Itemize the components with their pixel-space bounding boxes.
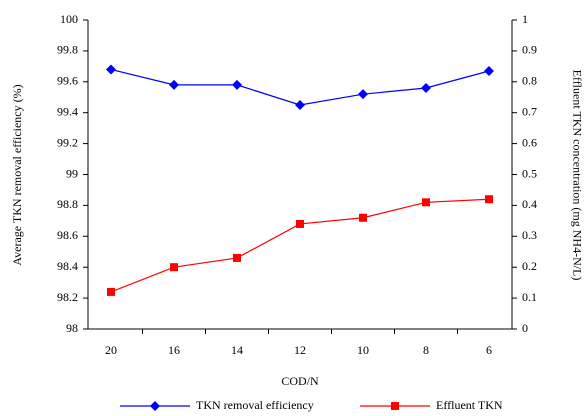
point — [295, 99, 305, 110]
point — [359, 213, 367, 222]
y2-tick-label: 0.6 — [522, 135, 537, 149]
y2-tick-label: 1 — [522, 12, 528, 26]
y2-tick-label: 0.1 — [522, 290, 537, 304]
y-axis-title: Average TKN removal efficiency (%) — [10, 84, 24, 265]
point — [233, 253, 241, 262]
legend-label: Effluent TKN — [436, 398, 503, 412]
legend-label: TKN removal efficiency — [196, 398, 314, 412]
point — [485, 195, 493, 204]
y-tick-label: 99.2 — [57, 135, 78, 149]
y2-tick-label: 0.2 — [522, 259, 537, 273]
y2-tick-label: 0.4 — [522, 197, 537, 211]
y2-tick-label: 0.8 — [522, 74, 537, 88]
x-tick-label: 6 — [486, 343, 492, 357]
point — [358, 89, 368, 100]
y-tick-label: 98.8 — [57, 197, 78, 211]
point — [170, 263, 178, 272]
x-tick-label: 16 — [168, 343, 180, 357]
y-tick-label: 98.4 — [57, 259, 78, 273]
y2-tick-label: 0.7 — [522, 104, 537, 118]
y-tick-label: 100 — [60, 12, 78, 26]
y-tick-label: 99.6 — [57, 74, 78, 88]
x-tick-label: 8 — [423, 343, 429, 357]
point — [150, 401, 160, 411]
x-tick-label: 10 — [357, 343, 369, 357]
point — [421, 82, 431, 93]
point — [232, 79, 242, 90]
point — [296, 219, 304, 228]
point — [422, 198, 430, 207]
y2-tick-label: 0.3 — [522, 228, 537, 242]
y2-tick-label: 0 — [522, 321, 528, 335]
y-tick-label: 98.2 — [57, 290, 78, 304]
y-tick-label: 98.6 — [57, 228, 78, 242]
y-tick-label: 98 — [66, 321, 78, 335]
point — [169, 79, 179, 90]
x-axis-title: COD/N — [281, 374, 319, 388]
point — [391, 402, 399, 410]
x-tick-label: 20 — [105, 343, 117, 357]
x-tick-label: 14 — [231, 343, 243, 357]
y-tick-label: 99.8 — [57, 43, 78, 57]
y2-tick-label: 0.5 — [522, 166, 537, 180]
y-tick-label: 99 — [66, 166, 78, 180]
series-line — [110, 198, 490, 293]
point — [106, 64, 116, 75]
point — [484, 65, 494, 76]
y2-axis-title: Effluent TKN concentration (mg NH4-N/L) — [570, 70, 584, 281]
point — [107, 287, 115, 296]
x-tick-label: 12 — [294, 343, 306, 357]
y-tick-label: 99.4 — [57, 104, 78, 118]
y2-tick-label: 0.9 — [522, 43, 537, 57]
series-line — [110, 68, 490, 106]
